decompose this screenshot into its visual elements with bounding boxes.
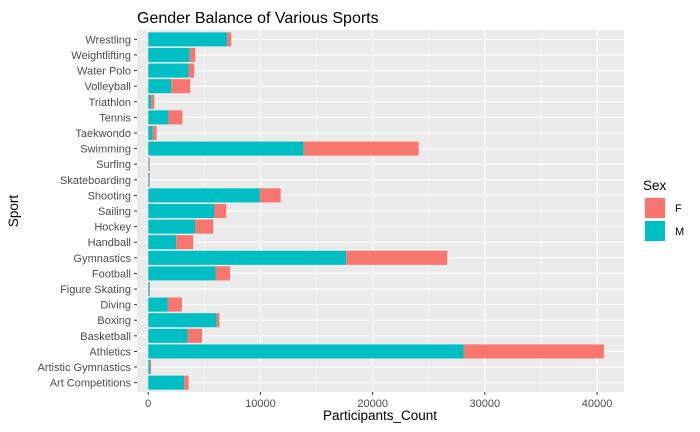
- bar-f-shooting: [259, 188, 281, 203]
- bar-m-basketball: [148, 328, 188, 343]
- bar-m-water-polo: [148, 63, 189, 78]
- bar-m-figure-skating: [148, 281, 150, 297]
- bar-m-hockey: [148, 219, 196, 234]
- y-tick-label: Sailing: [98, 206, 131, 218]
- bar-f-art-competitions: [184, 375, 189, 390]
- bar-f-football: [215, 266, 231, 281]
- bar-m-tennis: [148, 110, 169, 125]
- bar-f-basketball: [187, 328, 203, 343]
- bar-m-swimming: [148, 141, 304, 156]
- bar-f-triathlon: [151, 94, 155, 109]
- bar-m-art-competitions: [148, 375, 185, 390]
- bar-m-football: [148, 266, 216, 281]
- y-tick-label: Shooting: [88, 190, 131, 202]
- legend-label-f: F: [675, 203, 682, 215]
- bar-m-skateboarding: [148, 172, 150, 187]
- x-tick-label: 40000: [582, 398, 613, 410]
- bar-m-handball: [148, 235, 177, 250]
- bar-m-volleyball: [148, 79, 172, 94]
- bar-f-wrestling: [227, 32, 232, 47]
- x-tick-label: 20000: [357, 398, 388, 410]
- bar-f-hockey: [195, 219, 214, 234]
- grid-lines: [137, 30, 624, 392]
- bar-m-athletics: [148, 344, 464, 359]
- y-tick-label: Boxing: [97, 315, 131, 327]
- bars: [148, 32, 604, 390]
- y-tick-label: Surfing: [96, 159, 131, 171]
- x-axis-ticks: 0 10000 20000 30000 40000: [145, 392, 612, 410]
- bar-f-handball: [176, 235, 194, 250]
- y-tick-label: Water Polo: [77, 66, 131, 78]
- bar-m-surfing: [148, 157, 149, 172]
- bar-f-taekwondo: [152, 125, 157, 141]
- y-tick-label: Taekwondo: [75, 128, 131, 140]
- legend-title: Sex: [643, 178, 667, 193]
- x-axis-title: Participants_Count: [323, 408, 437, 423]
- bar-f-figure-skating: [149, 281, 150, 297]
- y-tick-label: Athletics: [89, 346, 131, 358]
- bar-f-boxing: [216, 313, 220, 328]
- bar-m-triathlon: [148, 94, 152, 109]
- bar-f-weightlifting: [189, 47, 196, 62]
- chart-title: Gender Balance of Various Sports: [137, 10, 379, 27]
- bar-m-taekwondo: [148, 125, 153, 141]
- bar-f-athletics: [463, 344, 604, 359]
- y-tick-label: Artistic Gymnastics: [37, 362, 131, 374]
- y-tick-label: Swimming: [80, 144, 131, 156]
- x-tick-label: 10000: [245, 398, 276, 410]
- y-tick-label: Hockey: [94, 222, 131, 234]
- bar-m-wrestling: [148, 32, 228, 47]
- legend-label-m: M: [675, 226, 684, 238]
- y-tick-label: Football: [92, 268, 131, 280]
- bar-m-diving: [148, 297, 168, 312]
- y-tick-label: Diving: [100, 300, 131, 312]
- bar-f-artistic-gymnastics: [149, 360, 152, 375]
- y-tick-label: Triathlon: [89, 97, 131, 109]
- bar-f-water-polo: [188, 63, 195, 78]
- y-tick-label: Tennis: [99, 112, 131, 124]
- bar-f-skateboarding: [149, 172, 150, 187]
- bar-m-artistic-gymnastics: [148, 360, 150, 375]
- bar-m-shooting: [148, 188, 260, 203]
- bar-m-boxing: [148, 313, 217, 328]
- bar-f-sailing: [214, 203, 227, 219]
- y-tick-label: Handball: [88, 237, 131, 249]
- y-tick-label: Wrestling: [85, 34, 131, 46]
- bar-f-diving: [167, 297, 182, 312]
- bar-m-gymnastics: [148, 250, 347, 265]
- y-tick-label: Skateboarding: [60, 175, 131, 187]
- legend: Sex F M: [643, 178, 684, 242]
- legend-swatch-f: [645, 198, 665, 218]
- y-tick-label: Basketball: [80, 331, 131, 343]
- y-tick-label: Weightlifting: [71, 50, 131, 62]
- bar-f-surfing: [148, 157, 150, 172]
- y-tick-label: Art Competitions: [50, 378, 132, 390]
- bar-m-sailing: [148, 203, 215, 219]
- bar-f-tennis: [168, 110, 183, 125]
- bar-f-volleyball: [171, 79, 191, 94]
- y-axis-ticks: Art Competitions Artistic Gymnastics Athle…: [37, 34, 137, 390]
- bar-f-swimming: [303, 141, 419, 156]
- x-tick-label: 0: [145, 398, 151, 410]
- y-tick-label: Figure Skating: [60, 284, 131, 296]
- y-axis-title: Sport: [6, 195, 21, 228]
- y-tick-label: Volleyball: [85, 81, 131, 93]
- x-tick-label: 30000: [470, 398, 501, 410]
- y-tick-label: Gymnastics: [74, 253, 132, 265]
- bar-f-gymnastics: [346, 250, 448, 265]
- legend-swatch-m: [645, 221, 665, 241]
- bar-m-weightlifting: [148, 47, 190, 62]
